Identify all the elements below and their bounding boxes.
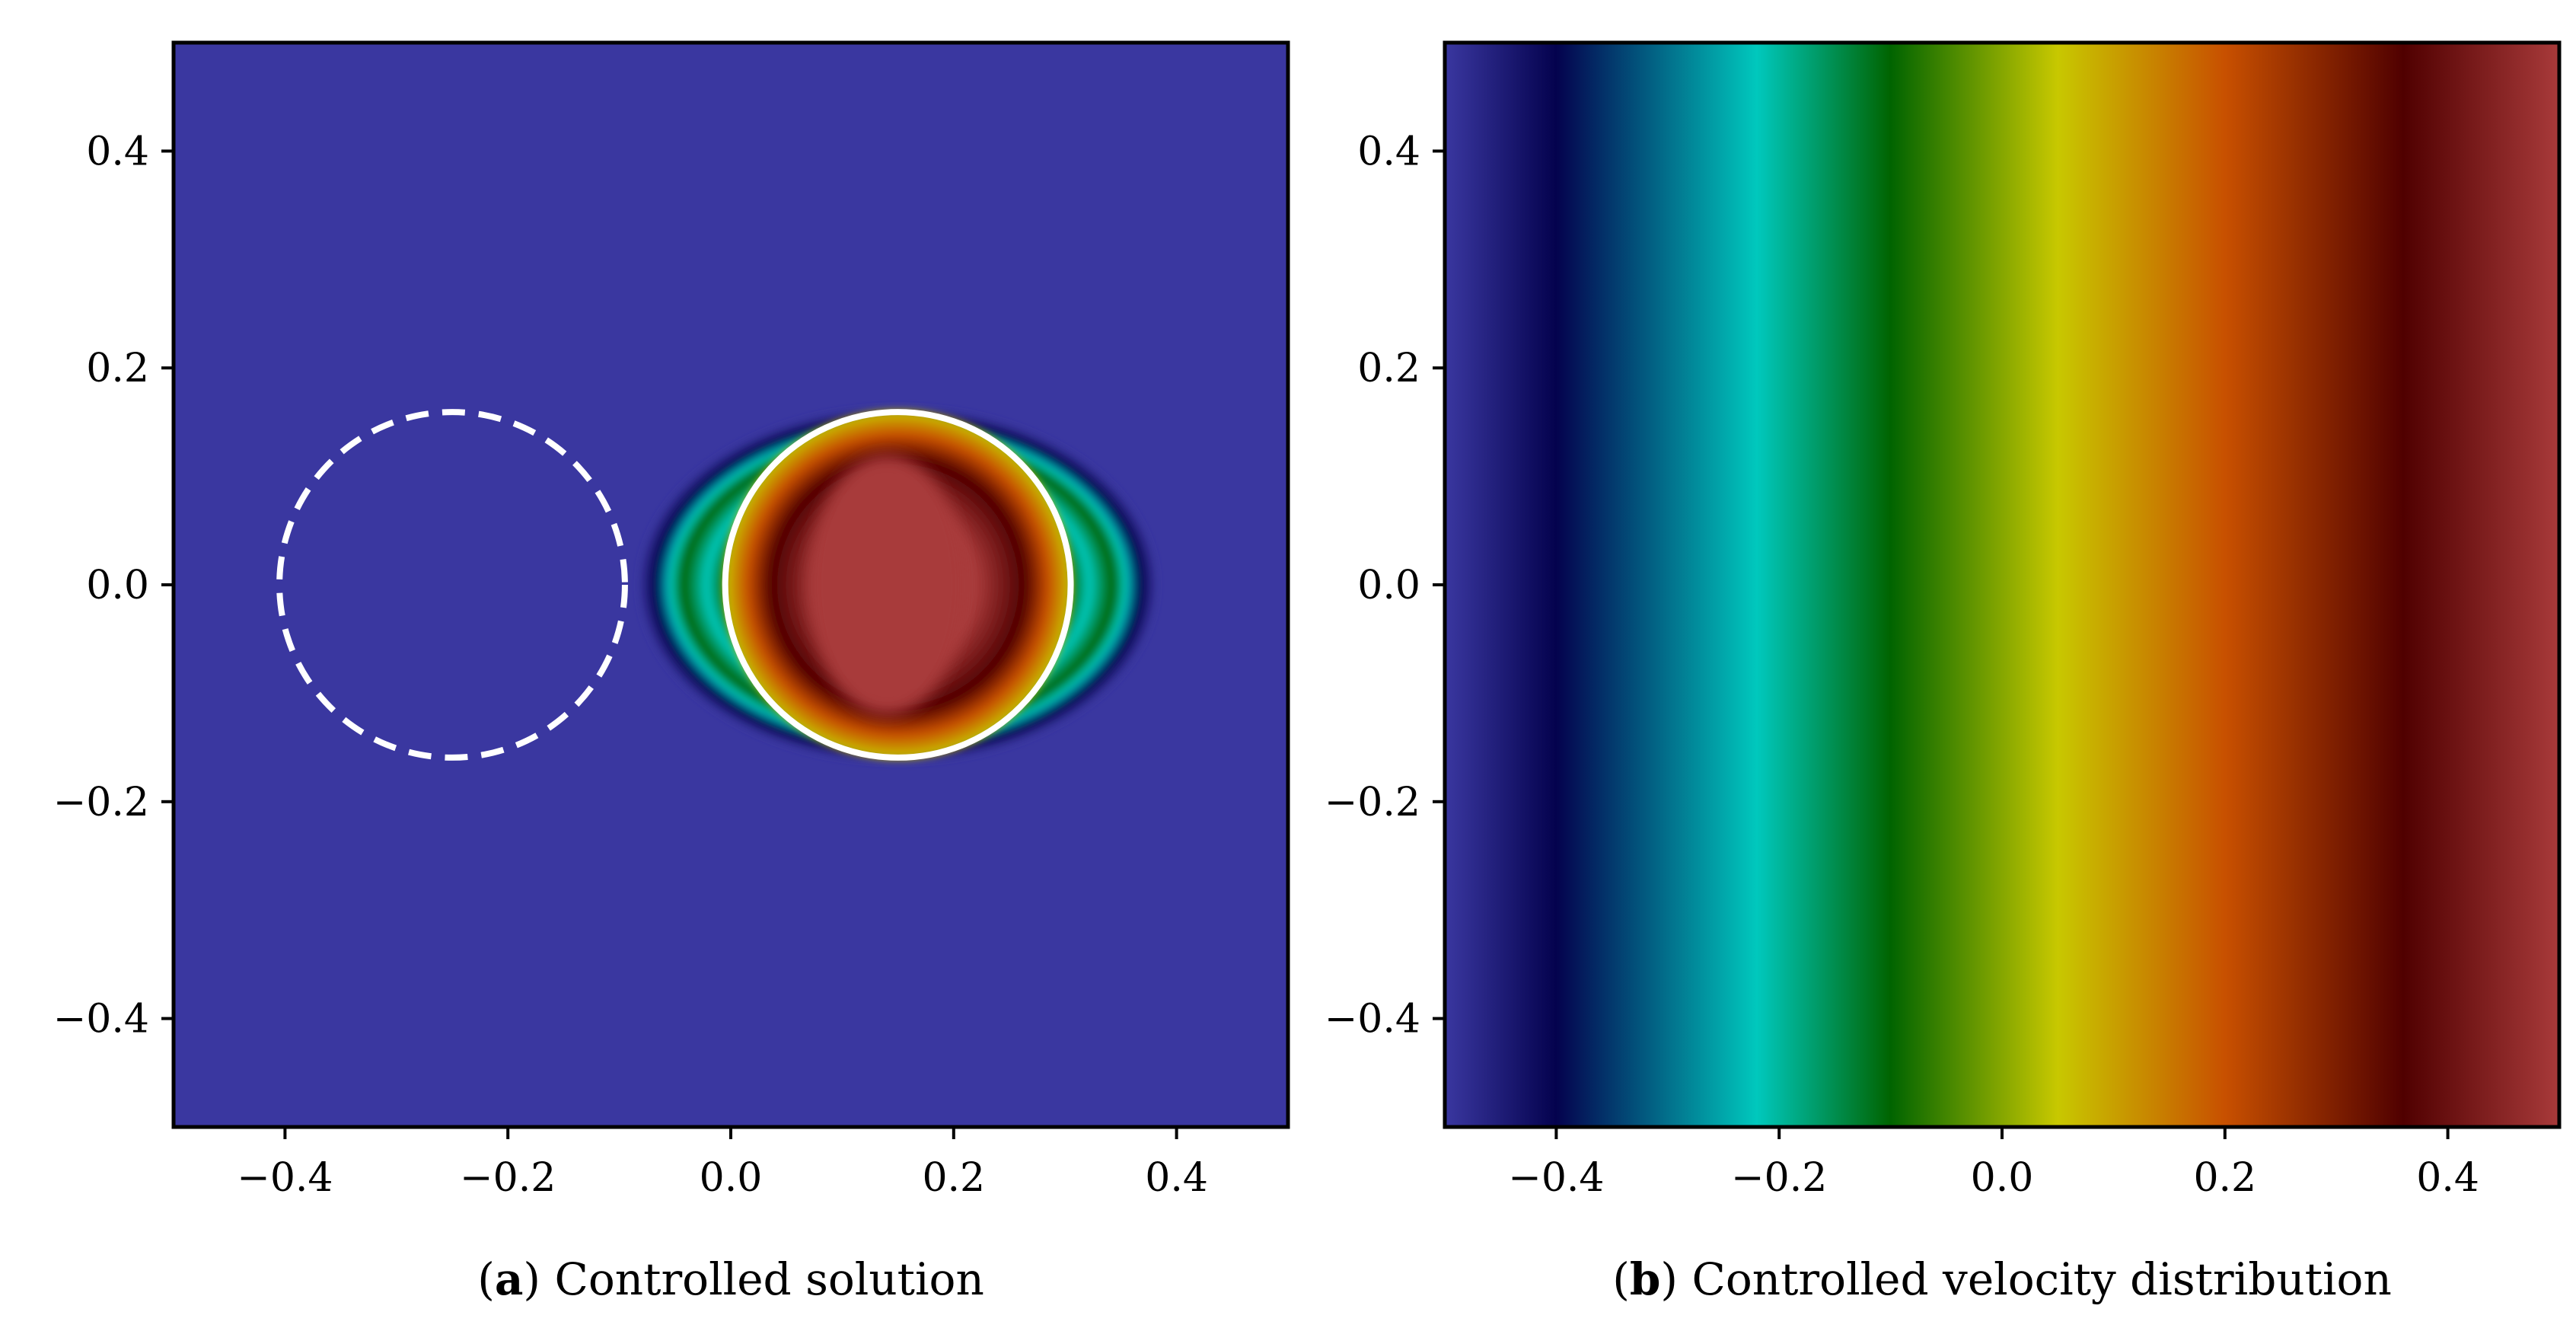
y-tick-label: −0.2: [53, 780, 149, 825]
x-tick-label: 0.2: [2193, 1155, 2256, 1201]
blob-core: [808, 455, 965, 715]
panel-controlled-solution: −0.4 −0.2 0.0 0.2 0.4 −0.4 −0.2 0.0 0.2 0.4 (a) …: [53, 40, 1290, 1305]
y-tick-label: 0.2: [86, 346, 149, 391]
x-tick-label: 0.4: [1145, 1155, 1208, 1201]
x-tick-label: 0.2: [922, 1155, 985, 1201]
contour-circles: [276, 409, 1074, 761]
caption-a-text: Controlled solution: [555, 1253, 984, 1305]
plot-area-b: [1445, 43, 2559, 1127]
panel-controlled-velocity: −0.4 −0.2 0.0 0.2 0.4 −0.4 −0.2 0.0 0.2 0.4 (b) …: [1325, 40, 2562, 1305]
y-axis-ticks-b: −0.4 −0.2 0.0 0.2 0.4: [1325, 129, 1445, 1042]
caption-b-text: Controlled velocity distribution: [1691, 1253, 2391, 1305]
caption-b: (b) Controlled velocity distribution: [1612, 1253, 2392, 1305]
contour-circle-initial: [276, 409, 628, 761]
x-tick-label: −0.2: [1731, 1155, 1827, 1201]
y-tick-label: 0.4: [1357, 129, 1420, 174]
x-tick-label: −0.2: [460, 1155, 556, 1201]
x-tick-label: 0.0: [1971, 1155, 2034, 1201]
contour-circle-target: [722, 409, 1074, 761]
y-axis-ticks-a: −0.4 −0.2 0.0 0.2 0.4: [53, 129, 174, 1042]
x-axis-ticks-a: −0.4 −0.2 0.0 0.2 0.4: [237, 1127, 1208, 1201]
y-tick-label: −0.2: [1325, 780, 1420, 825]
x-axis-ticks-b: −0.4 −0.2 0.0 0.2 0.4: [1508, 1127, 2479, 1201]
x-tick-label: −0.4: [237, 1155, 333, 1201]
y-tick-label: 0.0: [86, 563, 149, 608]
solution-blob: [639, 407, 1157, 762]
caption-a-letter: a: [495, 1253, 524, 1305]
caption-a: (a) Controlled solution: [477, 1253, 984, 1305]
x-tick-label: 0.4: [2416, 1155, 2479, 1201]
caption-b-letter: b: [1630, 1253, 1661, 1305]
plot-area-a: [174, 43, 1288, 1127]
y-tick-label: 0.4: [86, 129, 149, 174]
y-tick-label: 0.2: [1357, 346, 1420, 391]
y-tick-label: 0.0: [1357, 563, 1420, 608]
x-tick-label: −0.4: [1508, 1155, 1604, 1201]
x-tick-label: 0.0: [700, 1155, 763, 1201]
velocity-field: [1445, 43, 2559, 1127]
y-tick-label: −0.4: [1325, 997, 1420, 1042]
y-tick-label: −0.4: [53, 997, 149, 1042]
